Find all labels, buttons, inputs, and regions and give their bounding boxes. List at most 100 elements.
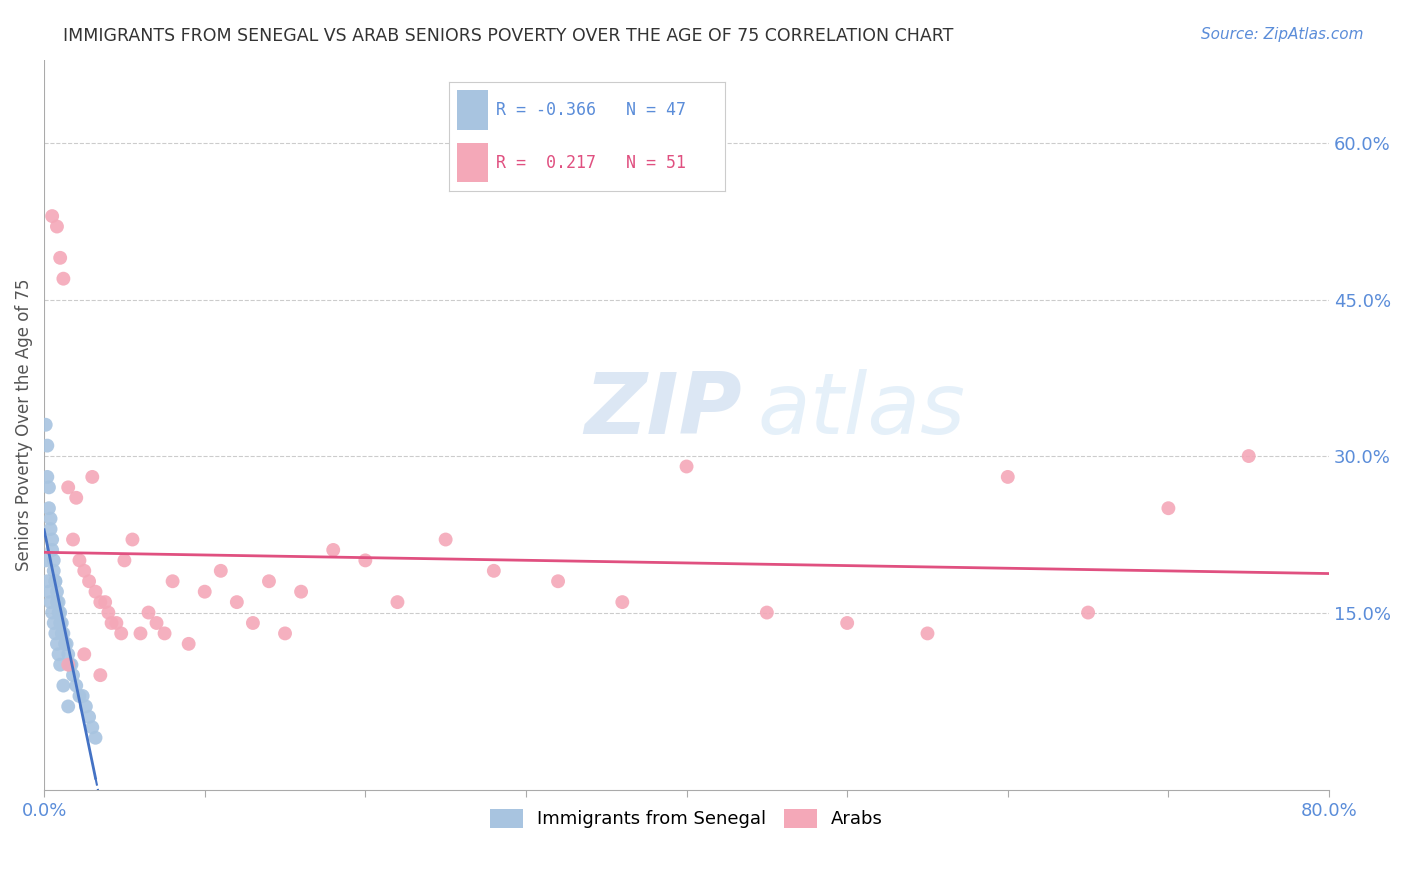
Point xyxy=(121,533,143,547)
Point xyxy=(65,679,87,693)
Point xyxy=(49,657,72,672)
Text: atlas: atlas xyxy=(758,368,966,451)
Point xyxy=(72,689,94,703)
Point xyxy=(153,626,176,640)
Point xyxy=(44,574,66,589)
Point xyxy=(39,511,62,525)
Point xyxy=(60,657,83,672)
Point xyxy=(1237,449,1260,463)
Point xyxy=(49,606,72,620)
Point xyxy=(354,553,377,567)
Point xyxy=(755,606,778,620)
Point xyxy=(55,637,77,651)
Point xyxy=(257,574,280,589)
Legend: Immigrants from Senegal, Arabs: Immigrants from Senegal, Arabs xyxy=(482,802,890,836)
Point xyxy=(145,615,167,630)
Point xyxy=(194,584,217,599)
Point xyxy=(84,731,107,745)
Point xyxy=(225,595,247,609)
Point xyxy=(77,710,100,724)
Point xyxy=(49,251,72,265)
Point xyxy=(41,209,63,223)
Point xyxy=(35,553,58,567)
Point xyxy=(162,574,184,589)
Text: Source: ZipAtlas.com: Source: ZipAtlas.com xyxy=(1201,27,1364,42)
Point xyxy=(37,574,59,589)
Point xyxy=(94,595,117,609)
Point xyxy=(110,626,132,640)
Point xyxy=(105,615,128,630)
Point xyxy=(46,219,69,234)
Point xyxy=(917,626,939,640)
Point xyxy=(52,626,75,640)
Point xyxy=(89,595,111,609)
Point xyxy=(112,553,135,567)
Point xyxy=(37,470,59,484)
Point xyxy=(138,606,160,620)
Point xyxy=(675,459,697,474)
Point xyxy=(82,720,104,734)
Point xyxy=(82,470,104,484)
Point xyxy=(39,595,62,609)
Point xyxy=(58,657,80,672)
Point xyxy=(62,533,84,547)
Point xyxy=(837,615,859,630)
Point xyxy=(177,637,200,651)
Point xyxy=(612,595,634,609)
Point xyxy=(37,439,59,453)
Point xyxy=(51,626,73,640)
Point xyxy=(35,417,58,432)
Point xyxy=(38,584,60,599)
Point xyxy=(52,679,75,693)
Point xyxy=(1157,501,1180,516)
Point xyxy=(41,533,63,547)
Point xyxy=(41,543,63,558)
Point xyxy=(58,480,80,494)
Point xyxy=(69,689,91,703)
Point xyxy=(77,574,100,589)
Point xyxy=(46,637,69,651)
Point xyxy=(547,574,569,589)
Point xyxy=(322,543,344,558)
Point xyxy=(53,637,76,651)
Point xyxy=(75,699,97,714)
Point xyxy=(84,584,107,599)
Point xyxy=(100,615,122,630)
Point xyxy=(387,595,409,609)
Point xyxy=(48,606,70,620)
Point xyxy=(434,533,457,547)
Point xyxy=(997,470,1019,484)
Point xyxy=(69,553,91,567)
Y-axis label: Seniors Poverty Over the Age of 75: Seniors Poverty Over the Age of 75 xyxy=(15,278,32,571)
Point xyxy=(58,648,80,662)
Point xyxy=(73,648,96,662)
Point xyxy=(42,615,65,630)
Point xyxy=(1077,606,1099,620)
Text: ZIP: ZIP xyxy=(583,368,741,451)
Text: IMMIGRANTS FROM SENEGAL VS ARAB SENIORS POVERTY OVER THE AGE OF 75 CORRELATION C: IMMIGRANTS FROM SENEGAL VS ARAB SENIORS … xyxy=(63,27,953,45)
Point xyxy=(97,606,120,620)
Point xyxy=(274,626,297,640)
Point xyxy=(209,564,232,578)
Point xyxy=(290,584,312,599)
Point xyxy=(46,584,69,599)
Point xyxy=(62,668,84,682)
Point xyxy=(42,553,65,567)
Point xyxy=(48,648,70,662)
Point xyxy=(38,501,60,516)
Point xyxy=(41,606,63,620)
Point xyxy=(129,626,152,640)
Point xyxy=(52,271,75,285)
Point xyxy=(42,564,65,578)
Point xyxy=(49,615,72,630)
Point xyxy=(48,595,70,609)
Point xyxy=(38,480,60,494)
Point xyxy=(73,564,96,578)
Point xyxy=(46,595,69,609)
Point xyxy=(59,657,82,672)
Point xyxy=(44,574,66,589)
Point xyxy=(482,564,505,578)
Point xyxy=(89,668,111,682)
Point xyxy=(58,699,80,714)
Point xyxy=(65,491,87,505)
